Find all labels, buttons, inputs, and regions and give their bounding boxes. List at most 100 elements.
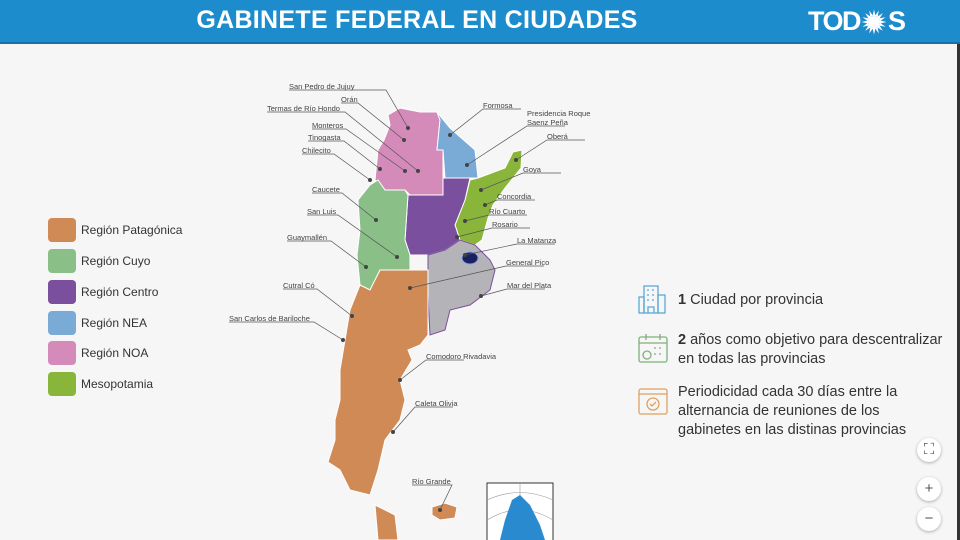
legend-nea: Región NEA xyxy=(48,310,147,336)
region-patagonia xyxy=(327,269,429,496)
legend-label: Región Patagónica xyxy=(81,223,183,237)
legend-swatch xyxy=(48,249,76,273)
fit-screen-button[interactable]: ⛶ xyxy=(917,438,941,462)
legend-cuyo: Región Cuyo xyxy=(48,248,150,274)
city-dot xyxy=(364,265,368,269)
city-label: Mar del Plata xyxy=(507,281,552,290)
header-bar: GABINETE FEDERAL EN CIUDADES TOD S xyxy=(0,0,960,44)
city-label: Caleta Olivia xyxy=(415,399,458,408)
city-label: Tinogasta xyxy=(308,133,341,142)
window-edge xyxy=(957,44,960,540)
city-dot xyxy=(403,169,407,173)
leader-line xyxy=(480,288,545,297)
leader-line xyxy=(307,214,398,258)
city-label: Chilecito xyxy=(302,146,331,155)
leader-line xyxy=(399,359,464,381)
region-buenos-aires xyxy=(427,239,496,336)
city-dot xyxy=(398,378,402,382)
city-label: Monteros xyxy=(312,121,344,130)
region-noa xyxy=(374,107,444,196)
sun-icon xyxy=(861,8,888,35)
legend-label: Región NEA xyxy=(81,316,148,330)
city-label: Formosa xyxy=(483,101,513,110)
city-dot xyxy=(438,508,442,512)
city-label: Cutral Có xyxy=(283,281,315,290)
info-item-periodicity: Periodicidad cada 30 días entre la alter… xyxy=(636,383,936,440)
city-dot xyxy=(395,255,399,259)
legend-swatch xyxy=(48,341,76,365)
city-dot xyxy=(463,219,467,223)
tierra-del-fuego xyxy=(374,504,399,540)
legend-label: Región Centro xyxy=(81,285,159,299)
city-dot xyxy=(416,169,420,173)
calendar-clock-icon xyxy=(638,388,668,415)
leader-line xyxy=(267,111,419,172)
info-text: 2 años como objetivo para descentralizar… xyxy=(678,332,943,367)
page-title: GABINETE FEDERAL EN CIUDADES xyxy=(196,6,638,34)
city-label: Goya xyxy=(523,165,541,174)
leader-line xyxy=(287,240,367,268)
city-dot xyxy=(465,163,469,167)
legend-swatch xyxy=(48,218,76,242)
city-label: San Carlos de Bariloche xyxy=(229,314,310,323)
city-label: Orán xyxy=(341,95,358,104)
city-label: Presidencia Roque Saenz Peña xyxy=(527,109,591,127)
city-dot xyxy=(479,188,483,192)
leader-line xyxy=(289,89,409,129)
legend-label: Mesopotamia xyxy=(81,377,154,391)
city-label: Concordia xyxy=(497,192,532,201)
info-item-city: 1 Ciudad por provincia xyxy=(636,283,823,317)
leader-line xyxy=(466,125,565,166)
city-label: Termas de Río Hondo xyxy=(267,104,340,113)
info-item-years: 2 años como objetivo para descentralizar… xyxy=(636,331,946,369)
city-dot xyxy=(341,338,345,342)
city-dot xyxy=(463,253,467,257)
city-label: Caucete xyxy=(312,185,340,194)
city-label: Comodoro Rivadavia xyxy=(426,352,497,361)
city-dot xyxy=(408,286,412,290)
leader-line xyxy=(515,139,585,161)
calendar-check-icon xyxy=(638,334,668,363)
leader-line xyxy=(409,265,544,289)
city-dot xyxy=(479,294,483,298)
city-label: Oberá xyxy=(547,132,568,141)
legend-label: Región NOA xyxy=(81,346,149,360)
city-dot xyxy=(350,314,354,318)
todos-logo: TOD S xyxy=(808,6,906,37)
city-label: Río Grande xyxy=(412,477,451,486)
leader-line xyxy=(480,172,561,191)
city-label: General Pico xyxy=(506,258,550,267)
city-label: Río Cuarto xyxy=(489,207,526,216)
leader-line xyxy=(302,153,371,181)
leader-line xyxy=(449,108,521,136)
city-dot xyxy=(368,178,372,182)
city-label: La Matanza xyxy=(517,236,557,245)
city-dot xyxy=(391,430,395,434)
legend-swatch xyxy=(48,372,76,396)
leader-line xyxy=(312,128,406,172)
leader-line xyxy=(312,192,377,221)
city-dot xyxy=(455,235,459,239)
leader-line xyxy=(412,484,453,511)
city-dot xyxy=(448,133,452,137)
zoom-in-button[interactable]: + xyxy=(917,477,941,501)
inset-sea xyxy=(500,495,545,540)
city-dot xyxy=(406,126,410,130)
city-label: San Pedro de Jujuy xyxy=(289,82,355,91)
legend-swatch xyxy=(48,280,76,304)
leader-line xyxy=(283,288,353,317)
leader-line xyxy=(464,214,527,222)
city-dot xyxy=(514,158,518,162)
legend-label: Región Cuyo xyxy=(81,254,151,268)
legend-noa: Región NOA xyxy=(48,340,148,366)
leader-line xyxy=(308,140,381,170)
zoom-out-button[interactable]: − xyxy=(917,507,941,531)
leader-line xyxy=(392,406,453,433)
leader-line xyxy=(341,102,405,141)
info-text: Periodicidad cada 30 días entre la alter… xyxy=(678,384,907,438)
leader-line xyxy=(484,199,535,206)
legend-centro: Región Centro xyxy=(48,279,158,305)
leader-line xyxy=(464,243,555,256)
legend-swatch xyxy=(48,311,76,335)
